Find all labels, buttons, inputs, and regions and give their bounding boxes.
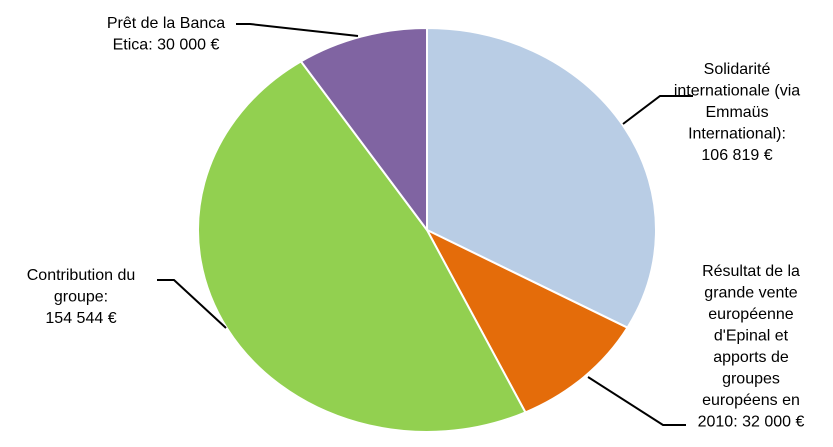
data-label-line: 2010: 32 000 € [698, 414, 805, 431]
data-label-line: Emmaüs [705, 104, 768, 121]
data-label-line: Résultat de la [702, 263, 800, 280]
data-label-contribution-du-groupe: Contribution du groupe: 154 544 € [27, 267, 136, 327]
data-label-line: internationale (via [674, 83, 800, 100]
data-label-line: apports de [713, 349, 789, 366]
data-label-line: Contribution du [27, 267, 136, 284]
data-label-line: Solidarité [704, 61, 771, 78]
data-label-resultat-vente-europeenne: Résultat de la grande vente européenne d'Ep… [698, 263, 805, 431]
pie-slice-contribution-du-groupe [197, 60, 527, 433]
pie-slice-resultat-vente-europeenne [424, 227, 629, 414]
pie-slice-solidarite-internationale [426, 26, 657, 329]
data-label-line: d'Epinal et [714, 328, 789, 345]
data-label-line: européens en [702, 392, 800, 409]
data-label-line: groupes [722, 371, 780, 388]
data-label-line: grande vente [704, 285, 798, 302]
pie-slice-pret-banca-etica [299, 26, 428, 234]
leader-line-pret-banca-etica [236, 23, 359, 37]
data-label-pret-banca-etica: Prêt de la Banca Etica: 30 000 € [107, 15, 225, 54]
data-label-line: groupe: [54, 289, 108, 306]
data-label-line: Prêt de la Banca [107, 15, 225, 32]
data-label-line: européenne [708, 306, 794, 323]
leader-line-resultat-vente-europeenne [587, 376, 686, 426]
leader-line-contribution-du-groupe [157, 279, 227, 329]
data-label-solidarite-internationale: Solidarité internationale (via Emmaüs Inter… [674, 61, 800, 164]
data-label-line: 154 544 € [45, 310, 116, 327]
data-label-line: International): [688, 126, 786, 143]
leader-line-solidarite-internationale [622, 95, 693, 125]
data-label-line: Etica: 30 000 € [113, 37, 220, 54]
data-label-line: 106 819 € [701, 147, 772, 164]
